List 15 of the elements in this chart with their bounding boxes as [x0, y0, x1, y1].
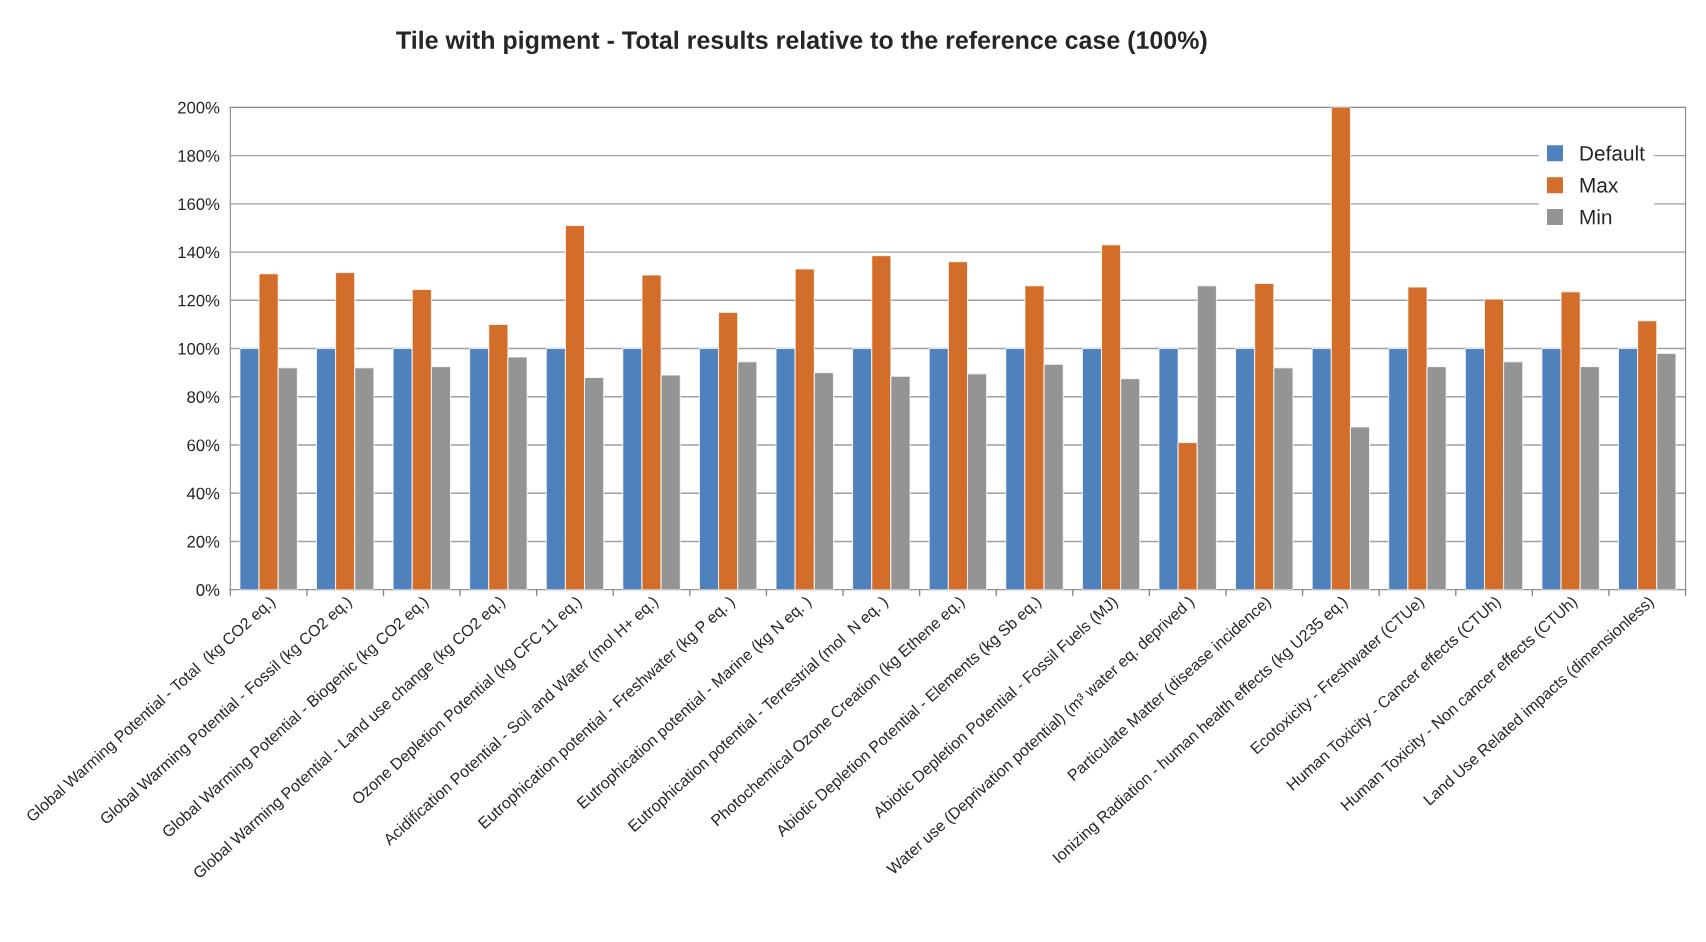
legend-label: Max	[1580, 178, 1619, 193]
y-tick-label: 80%	[187, 391, 220, 403]
y-tick-label: 160%	[178, 198, 220, 211]
y-tick-label: 140%	[178, 246, 220, 259]
y-tick-label: 40%	[186, 487, 220, 500]
y-tick-label: 200%	[178, 101, 220, 114]
y-tick-label: 180%	[178, 150, 220, 162]
y-tick-label: 100%	[178, 342, 220, 355]
legend-label: Min	[1580, 209, 1612, 225]
y-tick-label: 120%	[178, 294, 220, 307]
y-tick-label: 60%	[187, 439, 220, 452]
y-tick-label: 0%	[196, 584, 220, 596]
legend-label: Default	[1580, 145, 1645, 161]
y-tick-label: 20%	[187, 535, 220, 548]
chart-title: Tile with pigment - Total results relative to the reference case (100%)	[396, 30, 1207, 55]
